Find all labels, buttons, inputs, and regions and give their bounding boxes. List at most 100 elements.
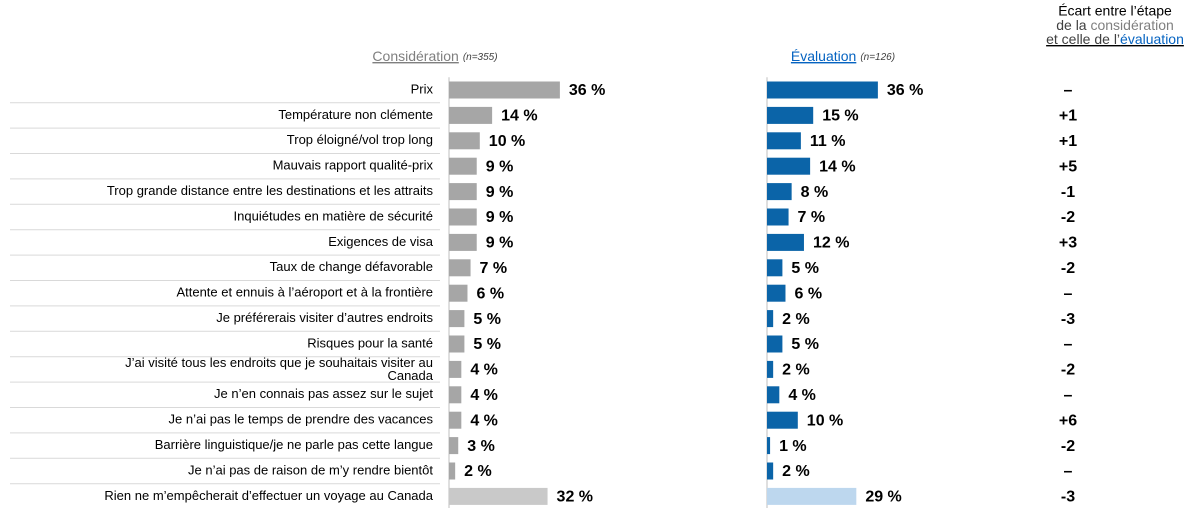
bar [767, 437, 771, 455]
gap-value: +6 [1059, 412, 1077, 429]
data-label: 14 % [501, 108, 537, 125]
bar [449, 335, 465, 353]
category-label: Je n’ai pas le temps de prendre des vaca… [169, 412, 434, 427]
gap-value: – [1064, 387, 1073, 404]
category-label: Je préférerais visiter d’autres endroits [216, 310, 433, 325]
gap-value: -1 [1061, 184, 1075, 201]
gap-value: -2 [1061, 260, 1075, 277]
bar [449, 208, 477, 226]
gap-value: – [1064, 285, 1073, 302]
data-label: 10 % [489, 133, 525, 150]
data-label: 5 % [791, 260, 819, 277]
bar [767, 208, 789, 226]
data-label: 5 % [473, 336, 501, 353]
bar [449, 284, 468, 302]
data-label: 36 % [569, 82, 605, 99]
data-label: 2 % [782, 463, 810, 480]
data-label: 6 % [476, 285, 504, 302]
bar [449, 411, 462, 429]
category-label: Trop grande distance entre les destinati… [107, 183, 434, 198]
series-header: Considération (n=355) [372, 48, 497, 64]
category-label: Inquiétudes en matière de sécurité [234, 208, 433, 223]
category-label: Taux de change défavorable [270, 259, 433, 274]
data-label: 10 % [807, 412, 843, 429]
category-label: Attente et ennuis à l’aéroport et à la f… [176, 285, 433, 300]
series-name: Évaluation [791, 48, 856, 64]
gap-value: +1 [1059, 108, 1077, 125]
bar [449, 437, 459, 455]
data-label: 11 % [810, 133, 846, 150]
data-label: 32 % [557, 489, 593, 506]
gap-value: +1 [1059, 133, 1077, 150]
gap-value: -2 [1061, 209, 1075, 226]
data-label: 4 % [470, 362, 498, 379]
category-label: J’ai visité tous les endroits que je sou… [125, 355, 433, 370]
gap-header: Écart entre l’étape [1058, 3, 1172, 19]
data-label: 3 % [467, 438, 495, 455]
category-label: Je n’en connais pas assez sur le sujet [214, 386, 433, 401]
bar [767, 411, 798, 429]
data-label: 6 % [794, 285, 822, 302]
bar [767, 310, 774, 328]
gap-header-part: évaluation [1120, 31, 1184, 47]
gap-value: -2 [1061, 438, 1075, 455]
data-label: 9 % [486, 158, 514, 175]
bar [449, 106, 493, 124]
gap-value: – [1064, 463, 1073, 480]
bar [449, 310, 465, 328]
bar [449, 157, 477, 175]
series-note: (n=355) [463, 52, 498, 63]
data-label: 7 % [480, 260, 508, 277]
data-label: 29 % [865, 489, 901, 506]
data-label: 2 % [782, 362, 810, 379]
bar [767, 335, 783, 353]
gap-header: de la considération [1056, 17, 1174, 33]
gap-value: -3 [1061, 311, 1075, 328]
data-label: 36 % [887, 82, 923, 99]
data-label: 5 % [473, 311, 501, 328]
bar [767, 462, 774, 480]
bar [449, 81, 560, 99]
category-label: Canada [387, 368, 433, 383]
series-name: Considération [372, 48, 458, 64]
bar [767, 233, 804, 251]
data-label: 15 % [822, 108, 858, 125]
gap-header-part: considération [1090, 17, 1173, 33]
data-label: 4 % [788, 387, 816, 404]
category-label: Rien ne m’empêcherait d’effectuer un voy… [104, 488, 433, 503]
gap-header-part: et celle de l’ [1046, 31, 1120, 47]
bar [767, 132, 801, 150]
data-label: 2 % [782, 311, 810, 328]
gap-value: +3 [1059, 235, 1077, 252]
data-label: 7 % [798, 209, 826, 226]
bar [449, 360, 462, 378]
category-label: Température non clémente [278, 107, 433, 122]
gap-value: +5 [1059, 158, 1077, 175]
category-label: Exigences de visa [328, 234, 434, 249]
data-label: 2 % [464, 463, 492, 480]
category-label: Barrière linguistique/je ne parle pas ce… [155, 437, 433, 452]
gap-value: -3 [1061, 489, 1075, 506]
data-label: 14 % [819, 158, 855, 175]
bar [767, 487, 857, 505]
data-label: 1 % [779, 438, 807, 455]
data-label: 5 % [791, 336, 819, 353]
gap-value: – [1064, 82, 1073, 99]
data-label: 9 % [486, 184, 514, 201]
bar [767, 157, 811, 175]
series-note: (n=126) [860, 52, 895, 63]
bar [449, 487, 548, 505]
bar [449, 259, 471, 277]
data-label: 12 % [813, 235, 849, 252]
bar [767, 360, 774, 378]
bar [449, 462, 456, 480]
data-label: 9 % [486, 209, 514, 226]
gap-header-part: de la [1056, 17, 1090, 33]
data-label: 4 % [470, 412, 498, 429]
bar [767, 81, 878, 99]
category-label: Mauvais rapport qualité-prix [273, 158, 434, 173]
category-label: Trop éloigné/vol trop long [287, 132, 433, 147]
data-label: 4 % [470, 387, 498, 404]
gap-value: -2 [1061, 362, 1075, 379]
